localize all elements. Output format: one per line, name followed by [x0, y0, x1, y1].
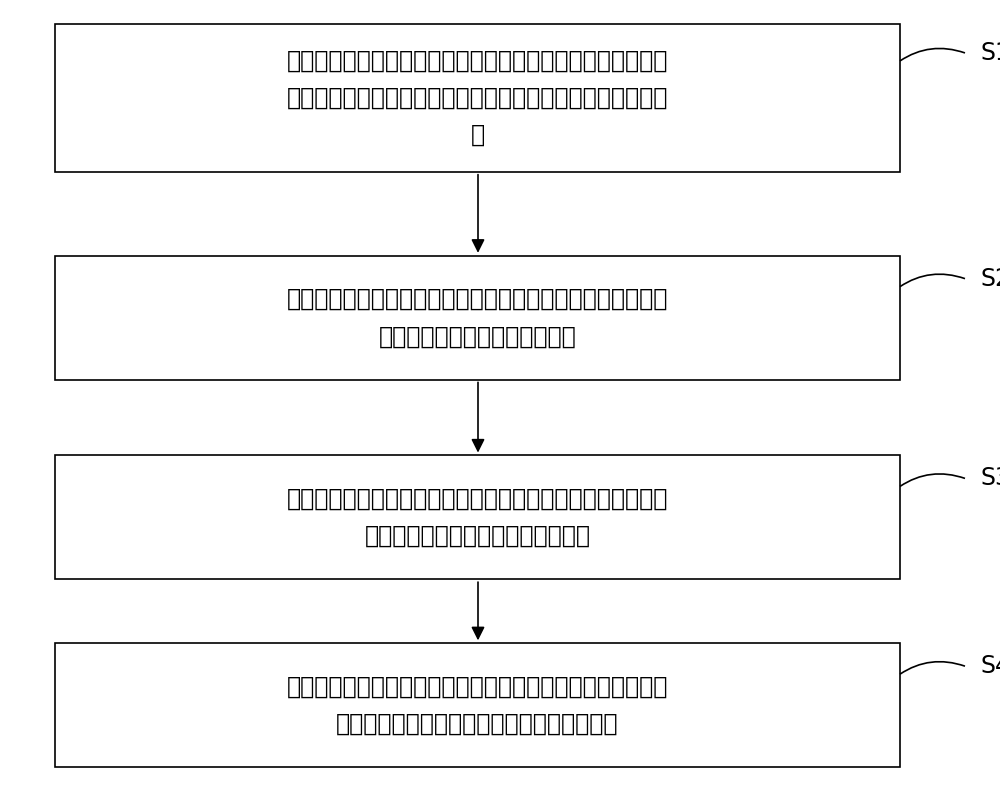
Text: S40: S40: [980, 654, 1000, 678]
FancyBboxPatch shape: [55, 256, 900, 380]
FancyBboxPatch shape: [55, 24, 900, 172]
Text: S30: S30: [980, 467, 1000, 491]
Text: 在第二预设时间内输出开启信号至所述可控硅的受控端，以使
所述可控硅导通，获取第二目标电压: 在第二预设时间内输出开启信号至所述可控硅的受控端，以使 所述可控硅导通，获取第二…: [287, 487, 668, 548]
Text: 在第一预设时间内输出开启信号至可控硅的受控端，以使所述
可控硅导通，获取第一目标电压: 在第一预设时间内输出开启信号至可控硅的受控端，以使所述 可控硅导通，获取第一目标…: [287, 287, 668, 348]
FancyBboxPatch shape: [55, 455, 900, 579]
Text: S10: S10: [980, 41, 1000, 65]
Text: 可控硅测试控制模块接收半波整流电路的交流同步信号，判断
所述交流同步信号的交流幅值小于零时，开始对可控硅进行检
测: 可控硅测试控制模块接收半波整流电路的交流同步信号，判断 所述交流同步信号的交流幅…: [287, 49, 668, 147]
Text: 根据所述第一目标电压及所述第二目标电压，判断所述可控硅
是否失效，在所述可控硅失效时输出故障信号: 根据所述第一目标电压及所述第二目标电压，判断所述可控硅 是否失效，在所述可控硅失…: [287, 674, 668, 736]
FancyBboxPatch shape: [55, 643, 900, 767]
Text: S20: S20: [980, 267, 1000, 291]
